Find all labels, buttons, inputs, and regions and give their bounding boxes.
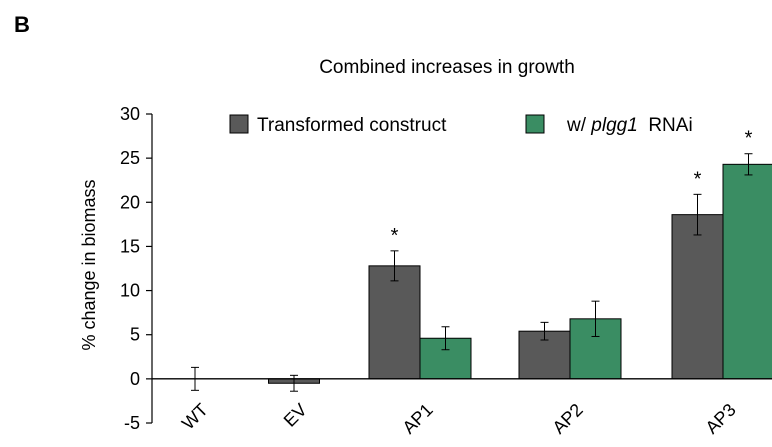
panel-label: B (14, 12, 30, 37)
y-tick-label: 15 (120, 236, 140, 256)
y-tick-label: 10 (120, 281, 140, 301)
legend-label-italic: plgg1 (590, 115, 638, 136)
legend-label-prefix: w/ (566, 115, 591, 136)
x-tick-label: AP1 (399, 400, 437, 438)
x-tick-label: EV (280, 400, 311, 431)
chart-title: Combined increases in growth (319, 57, 575, 78)
x-tick-label: WT (178, 400, 212, 434)
x-tick-label: AP2 (549, 400, 587, 438)
x-tick-label: AP3 (702, 400, 740, 438)
y-tick-label: 5 (130, 325, 140, 345)
legend-swatch-plgg1-rnai (525, 114, 545, 134)
y-tick-label: 30 (120, 104, 140, 124)
legend-label-suffix: RNAi (638, 115, 693, 136)
y-tick-label: -5 (124, 413, 140, 433)
legend-label-transformed-construct: Transformed construct (257, 115, 447, 136)
bar (368, 265, 421, 380)
significance-marker: * (745, 128, 753, 150)
y-tick-label: 20 (120, 192, 140, 212)
legend-label-plgg1-rnai: w/ plgg1 RNAi (566, 115, 693, 136)
legend-swatch-transformed-construct (229, 114, 249, 134)
legend: Transformed construct w/ plgg1 RNAi (229, 114, 693, 136)
significance-marker: * (391, 225, 399, 247)
bar (722, 163, 772, 380)
y-axis-label: % change in biomass (79, 179, 99, 350)
legend-label-transformed-construct-text: Transformed construct (257, 115, 447, 136)
y-tick-label: 25 (120, 148, 140, 168)
bar (671, 214, 724, 380)
plot-area: -5 0 5 10 15 20 25 30 * * * WT EV AP1 AP2 AP3 (120, 104, 772, 438)
significance-marker: * (694, 168, 702, 190)
y-tick-label: 0 (130, 369, 140, 389)
